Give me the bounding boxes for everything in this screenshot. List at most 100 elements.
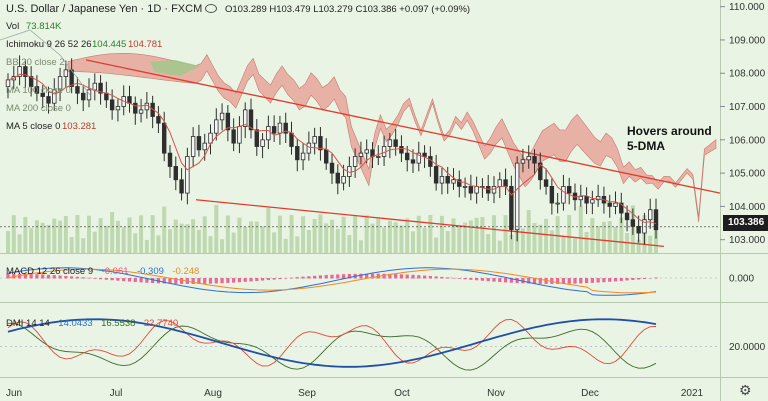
ichimoku-label[interactable]: Ichimoku 9 26 52 26	[6, 39, 92, 50]
volume-bar	[457, 225, 462, 253]
volume-bar	[34, 220, 39, 253]
volume-bar	[411, 231, 415, 253]
ma100-label[interactable]: MA 100 close 0	[6, 85, 71, 96]
volume-bar	[156, 235, 161, 253]
volume-bar	[353, 215, 358, 253]
macd-hist-bar	[127, 278, 132, 282]
vol-label[interactable]: Vol	[6, 21, 20, 32]
macd-hist-bar	[405, 274, 409, 279]
volume-bar	[486, 234, 491, 253]
volume-bar	[144, 239, 149, 253]
macd-hist-bar	[561, 278, 566, 284]
macd-hist-bar	[133, 278, 137, 282]
volume-bar	[127, 217, 132, 253]
volume-bar	[173, 219, 178, 253]
candle-body	[52, 89, 57, 104]
candle-body	[619, 202, 624, 214]
candle-body	[642, 219, 647, 234]
macd-hist-bar	[203, 278, 207, 284]
candle-body	[405, 152, 410, 161]
volume-bar	[133, 233, 138, 253]
volume-bar	[225, 215, 230, 253]
macd-hist-bar	[475, 278, 479, 281]
macd-hist-bar	[58, 275, 62, 279]
volume-bar	[6, 231, 10, 253]
macd-hist-bar	[41, 274, 45, 279]
macd-label[interactable]: MACD 12 26 close 9	[6, 266, 94, 277]
dmi-tick-label: 20.0000	[729, 342, 766, 353]
candle-body	[214, 119, 219, 134]
candle-body	[416, 152, 421, 164]
volume-bar	[393, 222, 398, 253]
candle-body	[75, 86, 80, 94]
minus-di-line	[7, 319, 657, 367]
annotation: Hovers around 5-DMA	[627, 124, 712, 154]
macd-hist-bar	[434, 276, 438, 279]
volume-bar	[266, 207, 271, 253]
candle-body	[433, 166, 439, 184]
macd-hist-bar	[382, 273, 386, 279]
time-tick-label: Dec	[581, 388, 599, 399]
macd-hist-bar	[619, 278, 623, 281]
candle-body	[57, 76, 63, 91]
bb-label[interactable]: BB 20 close 2	[6, 57, 65, 68]
candle-body	[653, 209, 659, 231]
dmi-label[interactable]: DMI 14 14	[6, 318, 50, 329]
volume-bar	[110, 212, 115, 253]
eye-icon[interactable]	[205, 4, 217, 13]
macd-hist-bar	[324, 275, 328, 279]
macd-hist-bar	[75, 276, 80, 279]
macd-hist-bar	[70, 276, 74, 279]
candle-body	[219, 112, 225, 121]
volume-bar	[243, 226, 248, 253]
candle-body	[393, 139, 398, 147]
ma5-label[interactable]: MA 5 close 0	[6, 121, 61, 132]
dmi-value-3: 22.7740	[143, 318, 179, 329]
macd-hist-bar	[243, 278, 247, 282]
macd-hist-bar	[538, 278, 542, 284]
volume-bar	[306, 230, 311, 253]
macd-hist-bar	[625, 278, 629, 281]
volume-bar	[121, 227, 126, 253]
candle-body	[277, 122, 283, 134]
symbol-title[interactable]: U.S. Dollar / Japanese Yen · 1D · FXCM	[6, 3, 203, 15]
macd-hist-bar	[168, 278, 172, 284]
candle-body	[266, 126, 271, 141]
volume-bar	[81, 238, 86, 253]
volume-bar	[254, 221, 259, 253]
macd-hist-bar	[93, 278, 97, 279]
macd-tick-label: 0.000	[729, 274, 754, 285]
price-tick-label: 103.000	[729, 235, 766, 246]
candle-body	[254, 129, 259, 147]
macd-hist-bar	[422, 275, 427, 279]
volume-bar	[312, 219, 317, 253]
candle-body	[289, 132, 294, 147]
volume-bar	[590, 217, 595, 253]
candle-body	[624, 212, 630, 221]
macd-hist-bar	[428, 275, 432, 279]
ma200-label[interactable]: MA 200 close 0	[6, 103, 71, 114]
dmi-value-1: 14.0433	[58, 318, 93, 329]
macd-hist-bar	[226, 278, 230, 283]
macd-hist-bar	[330, 274, 334, 279]
macd-hist-bar	[469, 278, 473, 280]
volume-bar	[179, 223, 184, 253]
candle-body	[509, 186, 514, 231]
time-tick-label: Nov	[487, 388, 505, 399]
volume-bar	[162, 206, 167, 253]
gear-icon[interactable]: ⚙	[739, 382, 752, 398]
macd-hist-bar	[52, 275, 56, 279]
candle-body	[98, 82, 103, 94]
volume-bar	[619, 217, 624, 253]
macd-line	[7, 267, 657, 296]
candle-body	[526, 156, 531, 161]
candle-body	[451, 179, 456, 184]
candle-body	[358, 152, 364, 157]
macd-hist-bar	[12, 273, 16, 279]
volume-bar	[214, 205, 219, 253]
volume-bar	[168, 229, 172, 253]
volume-bar	[463, 222, 468, 253]
volume-bar	[40, 222, 45, 253]
candle-body	[34, 86, 40, 94]
